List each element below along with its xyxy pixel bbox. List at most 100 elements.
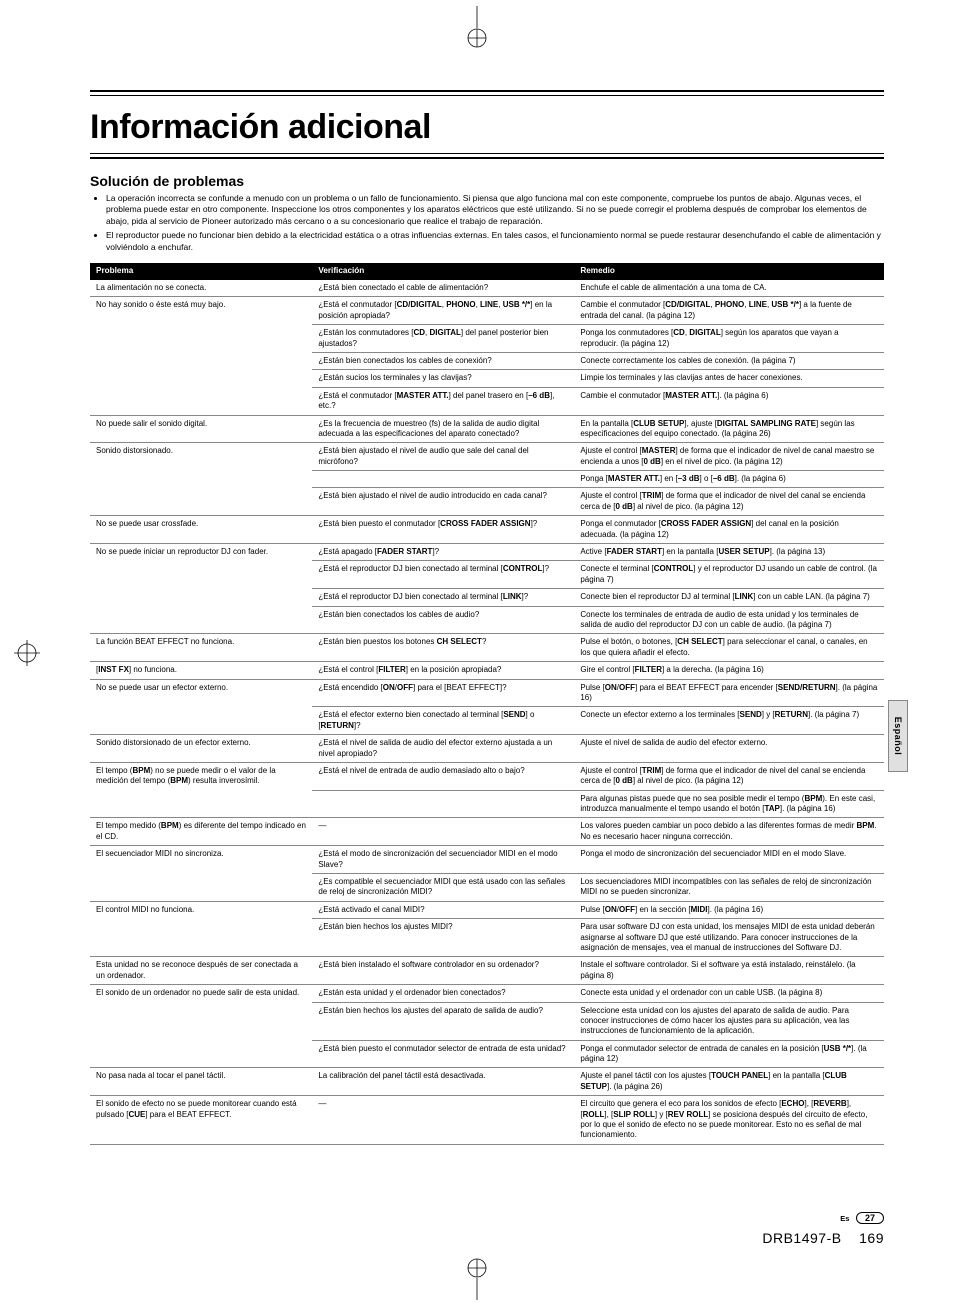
cell-check: ¿Están bien hechos los ajustes MIDI? — [312, 919, 574, 957]
cell-remedy: Conecte bien el reproductor DJ al termin… — [574, 589, 884, 606]
cell-problem: El sonido de un ordenador no puede salir… — [90, 985, 312, 1068]
cell-remedy: Los secuenciadores MIDI incompatibles co… — [574, 874, 884, 902]
cell-check: ¿Están esta unidad y el ordenador bien c… — [312, 985, 574, 1002]
cell-problem: La alimentación no se conecta. — [90, 280, 312, 297]
cell-problem: La función BEAT EFFECT no funciona. — [90, 634, 312, 662]
page-title: Información adicional — [90, 102, 884, 149]
cell-check: ¿Está bien conectado el cable de aliment… — [312, 280, 574, 297]
table-row: No se puede usar un efector externo.¿Est… — [90, 679, 884, 707]
cell-remedy: Los valores pueden cambiar un poco debid… — [574, 818, 884, 846]
table-row: [INST FX] no funciona.¿Está el control [… — [90, 662, 884, 679]
cell-remedy: Ajuste el control [TRIM] de forma que el… — [574, 488, 884, 516]
cell-check: ¿Están bien conectados los cables de con… — [312, 352, 574, 369]
cell-remedy: Cambie el conmutador [CD/DIGITAL, PHONO,… — [574, 297, 884, 325]
table-row: El tempo medido (BPM) es diferente del t… — [90, 818, 884, 846]
footer-page-small: 27 — [856, 1212, 884, 1224]
table-row: El sonido de un ordenador no puede salir… — [90, 985, 884, 1002]
crop-mark-top — [462, 6, 492, 56]
cell-remedy: Active [FADER START] en la pantalla [USE… — [574, 544, 884, 561]
cell-remedy: Seleccione esta unidad con los ajustes d… — [574, 1002, 884, 1040]
cell-remedy: Para algunas pistas puede que no sea pos… — [574, 790, 884, 818]
cell-check: ¿Está apagado [FADER START]? — [312, 544, 574, 561]
cell-remedy: Conecte un efector externo a los termina… — [574, 707, 884, 735]
cell-problem: Esta unidad no se reconoce después de se… — [90, 957, 312, 985]
cell-check: ¿Están bien conectados los cables de aud… — [312, 606, 574, 634]
cell-check — [312, 471, 574, 488]
cell-check: ¿Está encendido [ON/OFF] para el [BEAT E… — [312, 679, 574, 707]
cell-check: ¿Está el efector externo bien conectado … — [312, 707, 574, 735]
cell-remedy: Ponga el conmutador [CROSS FADER ASSIGN]… — [574, 516, 884, 544]
bullet-item: La operación incorrecta se confunde a me… — [106, 193, 884, 227]
cell-remedy: Gire el control [FILTER] a la derecha. (… — [574, 662, 884, 679]
cell-problem: No se puede usar un efector externo. — [90, 679, 312, 735]
cell-check: ¿Está bien instalado el software control… — [312, 957, 574, 985]
page-footer: Es 27 DRB1497-B 169 — [762, 1212, 884, 1246]
cell-remedy: Ponga el conmutador selector de entrada … — [574, 1040, 884, 1068]
cell-remedy: Ponga [MASTER ATT.] en [–3 dB] o [–6 dB]… — [574, 471, 884, 488]
cell-remedy: Ajuste el nivel de salida de audio del e… — [574, 735, 884, 763]
cell-problem: El control MIDI no funciona. — [90, 901, 312, 957]
table-row: No hay sonido o éste está muy bajo.¿Está… — [90, 297, 884, 325]
cell-remedy: Instale el software controlador. Si el s… — [574, 957, 884, 985]
cell-remedy: El circuito que genera el eco para los s… — [574, 1096, 884, 1145]
crop-mark-left — [12, 638, 42, 668]
cell-remedy: Pulse [ON/OFF] en la sección [MIDI]. (la… — [574, 901, 884, 918]
cell-check: ¿Está el nivel de salida de audio del ef… — [312, 735, 574, 763]
cell-remedy: Enchufe el cable de alimentación a una t… — [574, 280, 884, 297]
cell-check: ¿Está bien ajustado el nivel de audio in… — [312, 488, 574, 516]
col-header-check: Verificación — [312, 263, 574, 280]
cell-problem: El tempo medido (BPM) es diferente del t… — [90, 818, 312, 846]
cell-check: ¿Está el conmutador [CD/DIGITAL, PHONO, … — [312, 297, 574, 325]
cell-problem: El tempo (BPM) no se puede medir o el va… — [90, 762, 312, 818]
cell-remedy: Cambie el conmutador [MASTER ATT.]. (la … — [574, 387, 884, 415]
cell-remedy: Ajuste el control [TRIM] de forma que el… — [574, 762, 884, 790]
cell-remedy: Conecte correctamente los cables de cone… — [574, 352, 884, 369]
cell-check: ¿Es la frecuencia de muestreo (fs) de la… — [312, 415, 574, 443]
cell-problem: No se puede iniciar un reproductor DJ co… — [90, 544, 312, 634]
section-heading: Solución de problemas — [90, 173, 884, 189]
cell-check: ¿Está bien ajustado el nivel de audio qu… — [312, 443, 574, 471]
cell-check: ¿Están bien puestos los botones CH SELEC… — [312, 634, 574, 662]
crop-mark-bottom — [462, 1250, 492, 1300]
cell-problem: No puede salir el sonido digital. — [90, 415, 312, 443]
cell-remedy: Ajuste el control [MASTER] de forma que … — [574, 443, 884, 471]
table-row: Sonido distorsionado de un efector exter… — [90, 735, 884, 763]
cell-remedy: Para usar software DJ con esta unidad, l… — [574, 919, 884, 957]
language-tab: Español — [888, 700, 908, 772]
cell-remedy: Conecte esta unidad y el ordenador con u… — [574, 985, 884, 1002]
cell-check: ¿Es compatible el secuenciador MIDI que … — [312, 874, 574, 902]
table-row: El sonido de efecto no se puede monitore… — [90, 1096, 884, 1145]
title-rule-bottom — [90, 153, 884, 159]
cell-check: ¿Está el conmutador [MASTER ATT.] del pa… — [312, 387, 574, 415]
cell-problem: No se puede usar crossfade. — [90, 516, 312, 544]
troubleshoot-table: Problema Verificación Remedio La aliment… — [90, 263, 884, 1144]
cell-check: ¿Está bien puesto el conmutador selector… — [312, 1040, 574, 1068]
footer-page-big: 169 — [859, 1230, 884, 1246]
cell-remedy: Conecte los terminales de entrada de aud… — [574, 606, 884, 634]
cell-problem: El secuenciador MIDI no sincroniza. — [90, 846, 312, 902]
cell-problem: [INST FX] no funciona. — [90, 662, 312, 679]
table-row: No se puede iniciar un reproductor DJ co… — [90, 544, 884, 561]
table-row: El secuenciador MIDI no sincroniza.¿Está… — [90, 846, 884, 874]
col-header-remedy: Remedio — [574, 263, 884, 280]
table-row: El tempo (BPM) no se puede medir o el va… — [90, 762, 884, 790]
footer-lang: Es — [840, 1214, 849, 1223]
cell-check: ¿Está el control [FILTER] en la posición… — [312, 662, 574, 679]
cell-problem: El sonido de efecto no se puede monitore… — [90, 1096, 312, 1145]
bullet-item: El reproductor puede no funcionar bien d… — [106, 230, 884, 253]
table-row: El control MIDI no funciona.¿Está activa… — [90, 901, 884, 918]
cell-remedy: Ajuste el panel táctil con los ajustes [… — [574, 1068, 884, 1096]
cell-check: ¿Está bien puesto el conmutador [CROSS F… — [312, 516, 574, 544]
cell-remedy: En la pantalla [CLUB SETUP], ajuste [DIG… — [574, 415, 884, 443]
cell-check: ¿Están los conmutadores [CD, DIGITAL] de… — [312, 325, 574, 353]
cell-remedy: Ponga los conmutadores [CD, DIGITAL] seg… — [574, 325, 884, 353]
cell-remedy: Pulse [ON/OFF] para el BEAT EFFECT para … — [574, 679, 884, 707]
cell-problem: Sonido distorsionado. — [90, 443, 312, 516]
cell-check: La calibración del panel táctil está des… — [312, 1068, 574, 1096]
cell-check: — — [312, 1096, 574, 1145]
cell-check: ¿Están bien hechos los ajustes del apara… — [312, 1002, 574, 1040]
cell-check — [312, 790, 574, 818]
language-tab-label: Español — [893, 717, 903, 756]
cell-check: ¿Está el modo de sincronización del secu… — [312, 846, 574, 874]
table-row: Esta unidad no se reconoce después de se… — [90, 957, 884, 985]
